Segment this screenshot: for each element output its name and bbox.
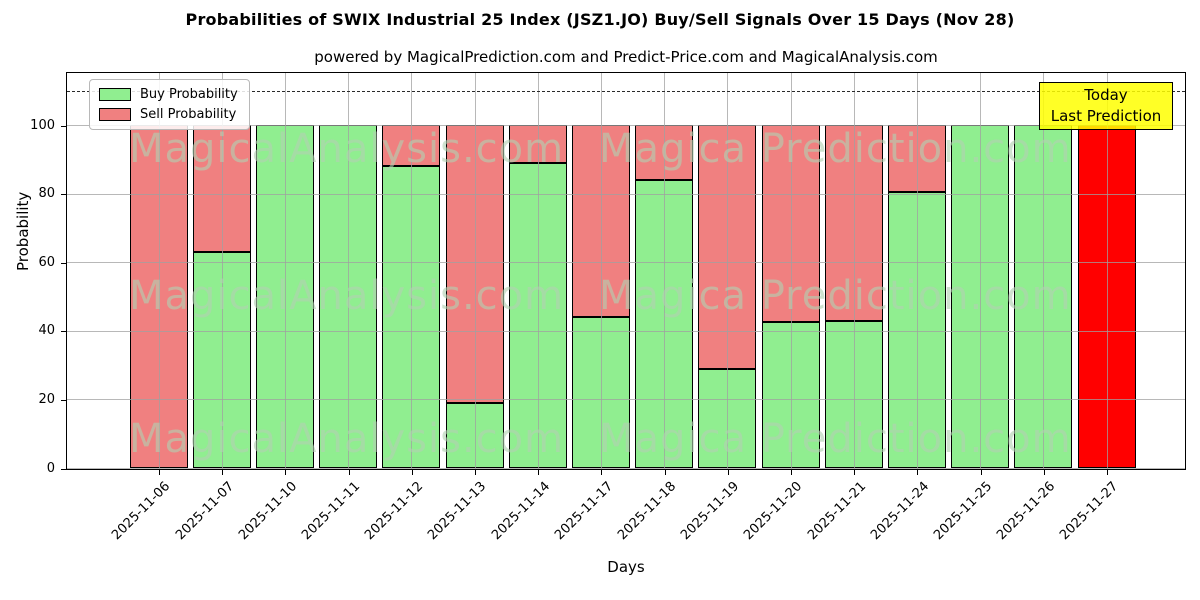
watermark-text-right: Magica Prediction.com — [599, 126, 1072, 172]
x-tick-label: 2025-11-19 — [678, 479, 743, 544]
dashed-threshold-line — [67, 90, 1185, 92]
legend-swatch-sell — [99, 108, 131, 121]
y-tick-label: 20 — [38, 391, 55, 407]
x-tick-label: 2025-11-10 — [235, 479, 301, 544]
y-tick-label: 80 — [38, 186, 55, 202]
x-tick-mark — [854, 470, 856, 475]
x-tick-label: 2025-11-20 — [741, 479, 806, 544]
legend-swatch-buy — [99, 88, 131, 101]
today-annotation-box: Today Last Prediction — [1039, 82, 1173, 130]
y-tick-label: 40 — [38, 323, 55, 339]
x-gridline — [348, 73, 350, 469]
y-gridline — [67, 193, 1185, 195]
x-gridline — [158, 73, 160, 469]
x-tick-label: 2025-11-24 — [867, 479, 933, 544]
today-annotation-line2: Last Prediction — [1050, 107, 1162, 125]
y-tick-mark — [61, 262, 66, 264]
y-tick-label: 100 — [30, 117, 55, 133]
watermark-text-right: Magica Prediction.com — [599, 273, 1072, 319]
y-tick-label: 0 — [46, 460, 55, 476]
x-tick-label: 2025-11-26 — [994, 479, 1059, 544]
x-tick-label: 2025-11-13 — [425, 479, 490, 544]
x-tick-mark — [1043, 470, 1045, 475]
x-tick-label: 2025-11-12 — [362, 479, 427, 544]
x-tick-mark — [475, 470, 476, 475]
y-gridline — [67, 468, 1185, 469]
watermark-text-right: Magica Prediction.com — [599, 416, 1072, 462]
x-gridline — [600, 73, 602, 469]
watermark-text-left: MagicalAnalysis.com — [129, 126, 565, 172]
x-tick-label: 2025-11-27 — [1057, 479, 1122, 544]
x-tick-mark — [601, 470, 603, 475]
x-tick-mark — [664, 470, 666, 475]
page-subtitle: powered by MagicalPrediction.com and Pre… — [314, 48, 938, 66]
y-gridline — [67, 399, 1185, 401]
x-tick-mark — [917, 470, 919, 475]
x-tick-mark — [1107, 470, 1108, 475]
x-tick-label: 2025-11-17 — [551, 479, 617, 544]
legend-item-buy: Buy Probability — [99, 87, 238, 102]
y-tick-mark — [61, 125, 66, 127]
x-tick-label: 2025-11-06 — [109, 479, 174, 544]
x-gridline — [411, 73, 413, 469]
x-gridline — [664, 73, 666, 469]
y-tick-mark — [61, 399, 66, 401]
x-tick-label: 2025-11-21 — [804, 479, 869, 544]
x-tick-mark — [538, 470, 540, 475]
x-gridline — [853, 73, 855, 469]
x-gridline — [727, 73, 729, 469]
legend-label-buy: Buy Probability — [140, 87, 238, 102]
watermark-text-left: MagicalAnalysis.com — [129, 416, 565, 462]
y-tick-mark — [61, 468, 66, 470]
x-tick-mark — [285, 470, 287, 475]
page-title: Probabilities of SWIX Industrial 25 Inde… — [185, 10, 1015, 29]
x-tick-mark — [222, 470, 224, 475]
y-gridline — [67, 330, 1185, 332]
x-gridline — [474, 73, 476, 469]
y-tick-mark — [61, 194, 66, 196]
x-tick-label: 2025-11-07 — [172, 479, 237, 544]
x-tick-mark — [727, 470, 729, 475]
x-gridline — [284, 73, 286, 469]
y-gridline — [67, 125, 1185, 126]
x-tick-mark — [980, 470, 982, 475]
plot-area: Buy Probability Sell Probability Today L… — [66, 72, 1186, 470]
x-gridline — [916, 73, 918, 469]
x-gridline — [790, 73, 792, 469]
x-tick-mark — [411, 470, 413, 475]
x-tick-mark — [348, 470, 350, 475]
x-gridline — [221, 73, 223, 469]
chart-legend: Buy Probability Sell Probability — [89, 79, 250, 130]
y-tick-mark — [61, 331, 66, 333]
x-gridline — [1043, 73, 1045, 469]
x-tick-label: 2025-11-25 — [931, 479, 996, 544]
x-gridline — [980, 73, 982, 469]
x-tick-label: 2025-11-14 — [488, 479, 553, 544]
today-annotation-line1: Today — [1084, 86, 1128, 104]
watermark-text-left: MagicalAnalysis.com — [129, 273, 565, 319]
x-tick-label: 2025-11-18 — [615, 479, 680, 544]
y-gridline — [67, 262, 1185, 264]
x-gridline — [537, 73, 539, 469]
legend-item-sell: Sell Probability — [99, 107, 238, 122]
x-tick-label: 2025-11-11 — [299, 479, 364, 544]
x-axis-title: Days — [607, 558, 645, 576]
x-tick-mark — [791, 470, 792, 475]
x-tick-mark — [159, 470, 160, 475]
legend-label-sell: Sell Probability — [140, 107, 237, 122]
x-gridline — [1106, 73, 1108, 469]
y-tick-label: 60 — [38, 254, 55, 270]
